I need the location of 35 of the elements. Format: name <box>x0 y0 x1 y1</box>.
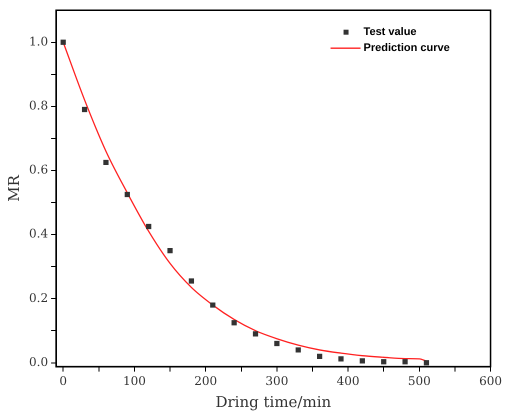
x-tick-label: 400 <box>336 374 360 388</box>
y-tick-label: 0.2 <box>28 290 48 305</box>
point <box>103 160 109 166</box>
point <box>274 340 280 346</box>
y-tick-label: 1.0 <box>28 34 48 48</box>
point <box>424 360 430 366</box>
point <box>60 40 66 45</box>
point <box>124 192 130 198</box>
x-tick-label: 500 <box>408 374 431 388</box>
point <box>252 331 258 337</box>
x-tick-label: 100 <box>122 374 146 388</box>
point <box>402 359 408 364</box>
x-axis-title: Dring time/min <box>215 392 332 411</box>
y-tick-label: 0.0 <box>28 354 48 369</box>
x-tick-label: 200 <box>194 374 218 388</box>
point <box>338 356 344 362</box>
point <box>360 358 365 364</box>
legend-label: Prediction curve <box>364 42 450 54</box>
point <box>232 320 237 326</box>
x-tick-label: 300 <box>265 374 288 388</box>
point <box>316 354 322 359</box>
point <box>188 278 194 284</box>
y-tick-label: 0.4 <box>28 226 48 241</box>
point <box>296 347 301 353</box>
legend-label: Test value <box>364 26 417 38</box>
y-tick-label: 0.6 <box>28 162 48 177</box>
x-tick-label: 0 <box>59 374 68 388</box>
point <box>210 302 216 308</box>
point <box>381 359 386 364</box>
point <box>82 106 88 112</box>
point <box>167 248 173 254</box>
y-axis-title: MR <box>4 174 23 202</box>
y-tick-label: 0.8 <box>28 98 48 112</box>
point <box>146 224 152 230</box>
x-tick-label: 600 <box>479 374 502 388</box>
